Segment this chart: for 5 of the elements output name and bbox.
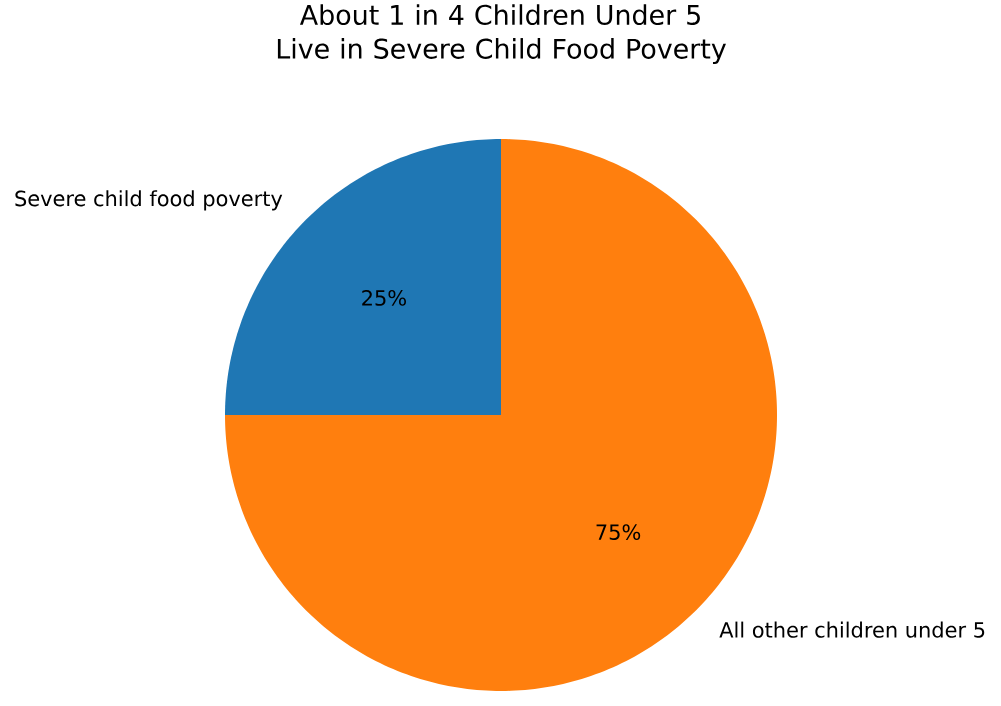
- slice-label: Severe child food poverty: [15, 190, 283, 211]
- data-label: 25%: [362, 289, 406, 306]
- data-label: 75%: [596, 524, 641, 541]
- chart-title: About 1 in 4 Children Under 5 Live in Severe Child Food Poverty: [277, 4, 726, 65]
- slice-label: All other children under 5: [719, 621, 985, 638]
